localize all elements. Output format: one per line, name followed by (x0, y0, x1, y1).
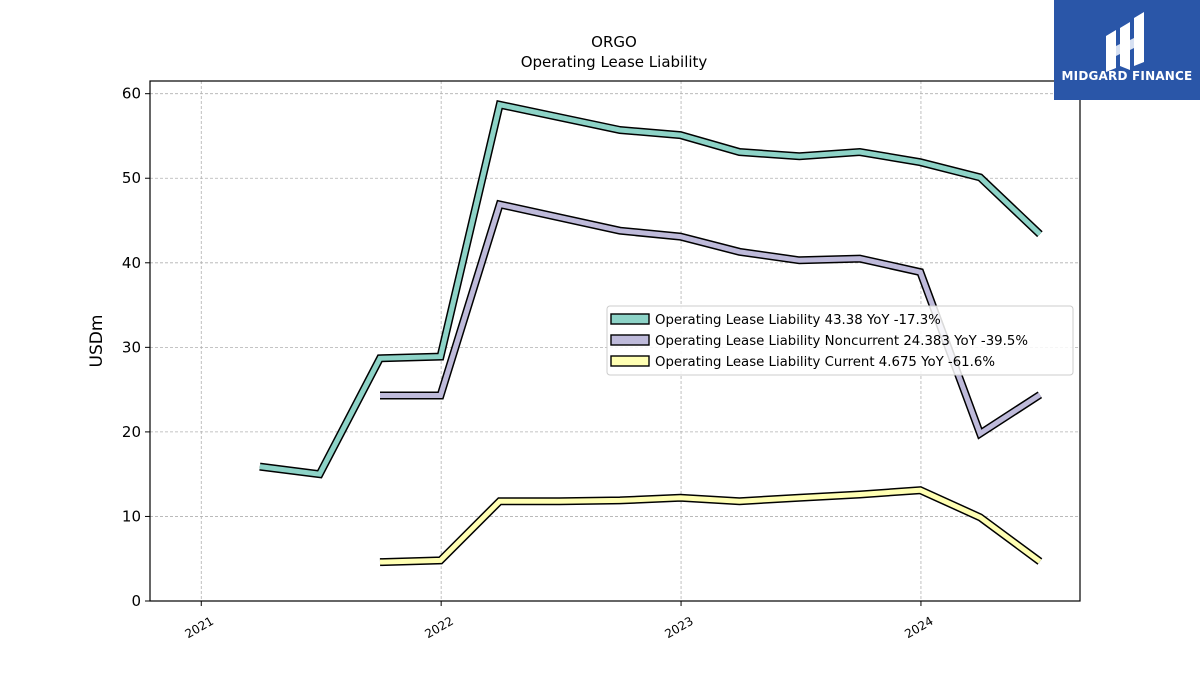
y-tick-label: 60 (122, 85, 141, 103)
legend-label: Operating Lease Liability Noncurrent 24.… (655, 334, 1028, 349)
legend-swatch (610, 355, 650, 367)
x-tick-label: 2024 (902, 614, 935, 641)
x-tick-label: 2023 (662, 614, 695, 641)
legend-swatch (610, 334, 650, 346)
legend: Operating Lease Liability 43.38 YoY -17.… (606, 305, 1074, 376)
brand-logo: MIDGARD FINANCE (1054, 0, 1200, 100)
series-line-stroke (379, 487, 1042, 565)
brand-name: MIDGARD FINANCE (1061, 69, 1193, 83)
x-tick-label: 2022 (422, 614, 455, 641)
series-line (379, 486, 1043, 567)
chart-title: ORGO (591, 33, 637, 51)
y-tick-label: 10 (122, 507, 141, 525)
y-tick-label: 20 (122, 423, 141, 441)
legend-label: Operating Lease Liability Current 4.675 … (655, 355, 995, 370)
grid (150, 81, 1080, 602)
x-tick-label: 2021 (183, 614, 216, 641)
series-line-stroke (259, 101, 1042, 477)
legend-label: Operating Lease Liability 43.38 YoY -17.… (655, 313, 941, 328)
legend-box (606, 305, 1074, 376)
axes: 0 10 20 30 40 50 60 2021 2022 2023 2024 (122, 85, 936, 642)
plot-frame (149, 80, 1081, 602)
y-tick-label: 50 (122, 169, 141, 187)
chart-subtitle: Operating Lease Liability (521, 53, 708, 71)
y-tick-label: 0 (131, 592, 141, 610)
series-line (259, 99, 1043, 479)
y-tick-label: 30 (122, 338, 141, 356)
y-tick-label: 40 (122, 254, 141, 272)
y-axis-label: USDm (87, 315, 107, 368)
legend-swatch (610, 313, 650, 325)
midgard-logo-icon (1106, 12, 1144, 72)
